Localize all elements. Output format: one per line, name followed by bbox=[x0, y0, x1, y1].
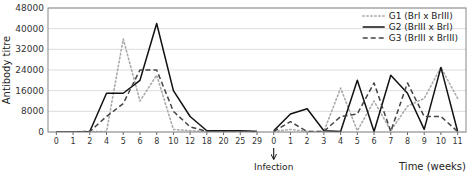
x-tick-label: 12 bbox=[185, 137, 195, 146]
x-axis-label: Time (weeks) bbox=[398, 161, 466, 172]
x-tick-label: 2 bbox=[87, 137, 92, 146]
grid-line bbox=[48, 49, 466, 50]
series-line bbox=[274, 67, 458, 131]
x-tick-label: 2 bbox=[305, 137, 310, 146]
x-tick-label: 1 bbox=[288, 137, 293, 146]
y-tick-label: 0 bbox=[38, 127, 44, 137]
x-tick-label: 5 bbox=[121, 137, 126, 146]
x-tick-label: 1 bbox=[71, 137, 76, 146]
x-tick-label: 6 bbox=[371, 137, 376, 146]
legend: G1 (BrI x BrIII)G2 (BrIII x BrI)G3 (BrII… bbox=[363, 11, 458, 43]
x-tick-label: 8 bbox=[405, 137, 410, 146]
x-tick-labels: 012456810121820252901234567891011 bbox=[54, 132, 463, 146]
plot-frame bbox=[48, 8, 466, 132]
y-tick-labels: 0 8000 16000 24000 32000 40000 48000 bbox=[15, 3, 44, 137]
x-tick-label: 0 bbox=[271, 137, 276, 146]
x-tick-label: 18 bbox=[202, 137, 212, 146]
x-tick-label: 4 bbox=[104, 137, 109, 146]
legend-swatch bbox=[363, 15, 385, 17]
series-line bbox=[274, 67, 458, 131]
annotation: Infection bbox=[254, 162, 293, 172]
x-tick-label: 8 bbox=[154, 137, 159, 146]
y-tick-label: 40000 bbox=[15, 24, 44, 34]
x-tick-label: 10 bbox=[168, 137, 178, 146]
x-tick-label: 10 bbox=[436, 137, 446, 146]
series-line bbox=[56, 70, 257, 132]
legend-swatch bbox=[363, 37, 385, 39]
chart: 0800016000240003200040000480000124568101… bbox=[0, 0, 474, 180]
y-tick-label: 24000 bbox=[15, 65, 44, 75]
x-tick-label: 3 bbox=[321, 137, 326, 146]
legend-label: G3 (BrIII x BrIII) bbox=[389, 33, 458, 43]
y-tick-label: 8000 bbox=[21, 106, 44, 116]
x-tick-label: 29 bbox=[252, 137, 262, 146]
y-tick-label: 16000 bbox=[15, 86, 44, 96]
y-grid bbox=[48, 8, 466, 132]
series-line bbox=[274, 83, 458, 132]
legend-label: G1 (BrI x BrIII) bbox=[389, 11, 453, 21]
x-tick-label: 11 bbox=[453, 137, 463, 146]
series-line bbox=[56, 24, 257, 133]
infection-arrow bbox=[273, 148, 274, 159]
legend-label: G2 (BrIII x BrI) bbox=[389, 22, 453, 32]
x-tick-label: 25 bbox=[235, 137, 245, 146]
x-tick-label: 7 bbox=[388, 137, 393, 146]
x-tick-label: 5 bbox=[355, 137, 360, 146]
legend-swatch bbox=[363, 26, 385, 28]
x-tick-label: 4 bbox=[338, 137, 343, 146]
series-line bbox=[56, 39, 257, 132]
grid-line bbox=[48, 90, 466, 91]
x-tick-label: 20 bbox=[218, 137, 228, 146]
x-tick-label: 0 bbox=[54, 137, 59, 146]
y-tick-label: 32000 bbox=[15, 44, 44, 54]
y-axis-label: Antibody titre bbox=[1, 36, 12, 104]
lines bbox=[56, 24, 457, 133]
x-tick-label: 9 bbox=[422, 137, 427, 146]
x-tick-label: 6 bbox=[137, 137, 142, 146]
y-tick-label: 48000 bbox=[15, 3, 44, 13]
grid-line bbox=[48, 70, 466, 71]
